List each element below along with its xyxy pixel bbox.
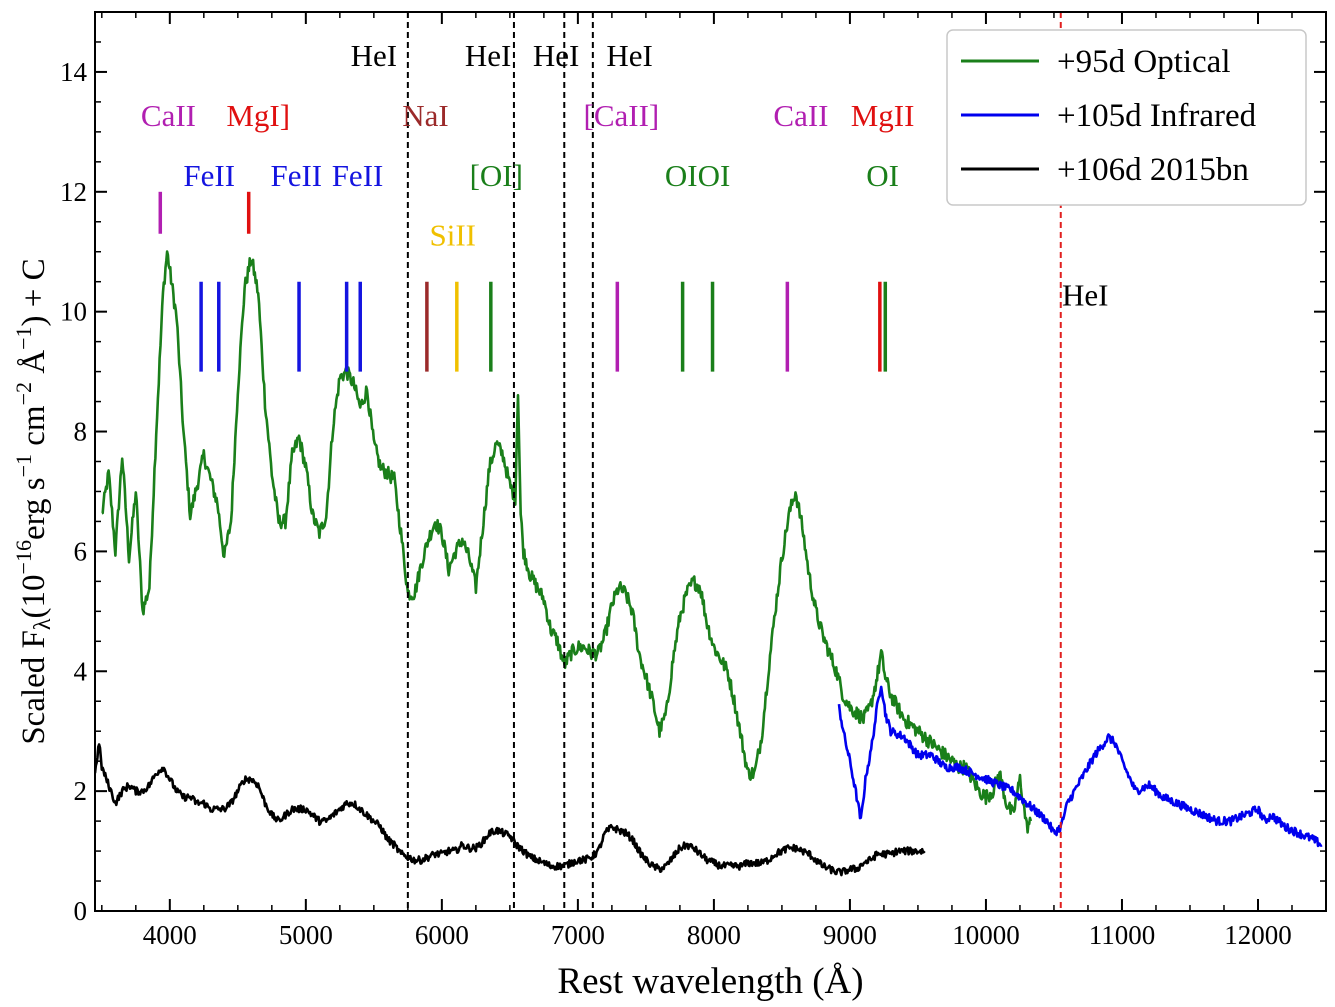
line-id-label: OIOI (665, 158, 730, 193)
x-tick-label: 7000 (551, 920, 605, 950)
y-axis-label-sup: −1 (11, 326, 36, 349)
line-id-label: MgII (851, 98, 915, 133)
line-id-label: HeI (606, 38, 652, 73)
line-id-label: FeII (270, 158, 322, 193)
y-tick-label: 8 (74, 417, 88, 447)
y-axis-label-sup: −1 (11, 454, 36, 477)
x-tick-label: 6000 (415, 920, 469, 950)
y-axis-label-sup: −16 (11, 540, 36, 574)
line-id-label: SiII (429, 218, 476, 253)
y-axis-label-part: erg s (16, 477, 52, 540)
series-layer (95, 250, 1323, 877)
y-axis-label-part: cm (16, 405, 52, 454)
y-axis-label-part: Scaled F (16, 630, 52, 745)
line-id-label: CaII (773, 98, 828, 133)
legend-label: +95d Optical (1057, 44, 1231, 80)
x-tick-label: 4000 (143, 920, 197, 950)
legend: +95d Optical +105d Infrared +106d 2015bn (946, 29, 1307, 206)
line-id-label: MgI] (226, 98, 290, 133)
y-tick-label: 14 (60, 57, 88, 87)
axis-ticks: 4000 5000 6000 7000 8000 9000 10000 11000 12000 0… (60, 12, 1327, 950)
line-id-label: HeI (533, 38, 579, 73)
x-tick-label: 8000 (687, 920, 741, 950)
x-tick-label: 12000 (1224, 920, 1292, 950)
line-id-label: CaII (141, 98, 196, 133)
y-tick-label: 4 (74, 656, 88, 686)
series-line-3 (95, 743, 926, 877)
line-id-label: HeI (1062, 278, 1108, 313)
x-axis-label: Rest wavelength (Å) (557, 961, 863, 1002)
y-axis-label-part: (10 (16, 574, 52, 618)
line-id-label: OI (866, 158, 899, 193)
legend-label: +106d 2015bn (1057, 152, 1249, 188)
line-id-label: NaI (402, 98, 448, 133)
y-tick-label: 6 (74, 536, 88, 566)
y-tick-label: 2 (74, 776, 88, 806)
y-tick-label: 10 (60, 297, 87, 327)
line-id-label: [CaII] (584, 98, 660, 133)
y-axis-label-sup: −2 (11, 382, 36, 405)
series-line-1 (101, 250, 1033, 834)
line-id-label: HeI (351, 38, 397, 73)
y-axis-label-part: ) + C (16, 258, 52, 326)
line-id-label: FeII (332, 158, 384, 193)
legend-label: +105d Infrared (1057, 98, 1257, 134)
line-id-label: HeI (465, 38, 511, 73)
line-identification-marks (158, 191, 888, 372)
line-identification-labels: HeI HeI HeI HeI CaII MgI] NaI [CaII] CaII MgII FeI… (141, 38, 1109, 313)
y-axis-label: Scaled Fλ(10−16erg s−1 cm−2 Å−1) + C (11, 258, 56, 744)
x-tick-label: 10000 (952, 920, 1020, 950)
y-axis-label-sub: λ (30, 618, 56, 630)
series-line-2 (837, 685, 1323, 848)
y-axis-label-part: Å (15, 350, 52, 382)
legend-box (946, 29, 1307, 206)
x-tick-label: 9000 (823, 920, 877, 950)
line-id-label: FeII (183, 158, 235, 193)
y-tick-label: 12 (60, 177, 87, 207)
x-tick-label: 5000 (279, 920, 333, 950)
y-tick-label: 0 (74, 896, 88, 926)
line-id-label: [OI] (470, 158, 523, 193)
x-tick-label: 11000 (1089, 920, 1156, 950)
